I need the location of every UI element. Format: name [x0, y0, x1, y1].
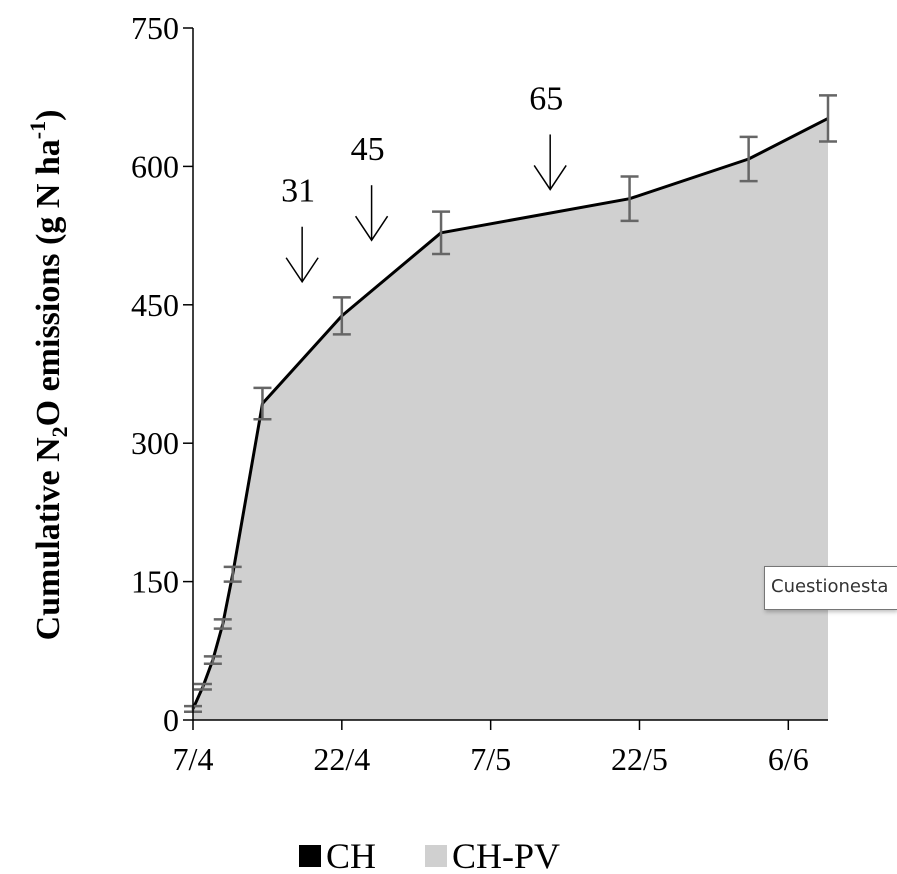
error-bar — [620, 175, 639, 223]
x-tick-label: 22/4 — [313, 741, 370, 777]
annotation: 45 — [351, 131, 389, 242]
legend: CH CH-PV — [299, 836, 560, 874]
y-axis-label: Cumulative N2O emissions (g N ha-1) — [25, 110, 72, 641]
x-tick-label: 6/6 — [768, 741, 809, 777]
error-bar — [253, 386, 272, 421]
x-tick-label: 7/4 — [173, 741, 214, 777]
annotation-label: 45 — [351, 131, 385, 168]
annotations: 31 45 65 — [281, 80, 567, 284]
annotation-arrow-head — [285, 257, 319, 284]
axes: 0 150 300 450 600 750 7/4 22/4 7/5 22/5 6/6 — [131, 10, 828, 777]
legend-label-ch-pv: CH-PV — [452, 836, 560, 874]
error-bar — [739, 135, 758, 183]
error-bar — [223, 565, 242, 583]
annotation-arrow-head — [354, 215, 389, 242]
y-tick-label: 300 — [131, 425, 179, 461]
y-tick-label: 600 — [131, 148, 179, 184]
annotation: 65 — [529, 80, 567, 191]
annotation: 31 — [281, 173, 319, 284]
tooltip: Cuestionesta — [764, 566, 897, 610]
x-tick-label: 7/5 — [470, 741, 511, 777]
y-tick-label: 750 — [131, 10, 179, 46]
x-ticks: 7/4 22/4 7/5 22/5 6/6 — [173, 720, 809, 777]
y-ticks: 0 150 300 450 600 750 — [131, 10, 193, 738]
y-tick-label: 450 — [131, 287, 179, 323]
error-bar — [193, 682, 212, 691]
error-bar — [432, 210, 451, 256]
series-area-ch-pv — [193, 120, 828, 721]
annotation-label: 65 — [529, 80, 563, 117]
error-bar — [819, 94, 837, 143]
annotation-label: 31 — [281, 173, 315, 210]
y-tick-label: 150 — [131, 564, 179, 600]
legend-swatch-ch-pv — [425, 845, 447, 867]
y-tick-label: 0 — [163, 702, 179, 738]
plot-area — [184, 94, 837, 721]
tooltip-text: Cuestionesta — [771, 576, 889, 597]
error-bar — [203, 655, 222, 665]
legend-label-ch: CH — [326, 836, 376, 874]
error-bar — [332, 296, 351, 336]
x-tick-label: 22/5 — [611, 741, 668, 777]
error-bars — [184, 94, 837, 713]
legend-swatch-ch — [299, 845, 321, 867]
annotation-arrow-head — [533, 165, 567, 191]
error-bar — [213, 618, 232, 630]
